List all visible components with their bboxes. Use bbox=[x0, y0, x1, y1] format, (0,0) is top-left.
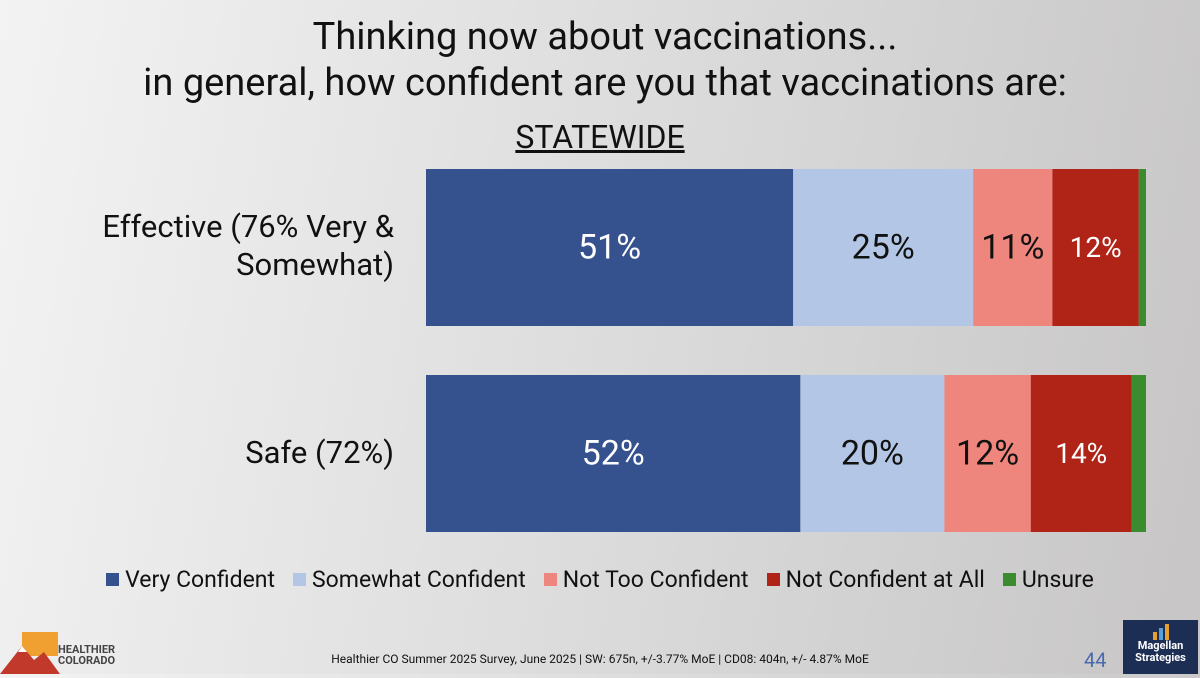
category-label: Safe (72%) bbox=[245, 433, 394, 471]
category-label: Effective (76% Very & Somewhat) bbox=[102, 207, 394, 283]
logo-text: Magellan bbox=[1137, 639, 1184, 652]
legend: Very Confident Somewhat Confident Not Too … bbox=[0, 566, 1200, 593]
healthier-colorado-logo: HEALTHIER COLORADO bbox=[0, 630, 130, 674]
value-label: 52% bbox=[582, 433, 645, 473]
value-label: 20% bbox=[841, 433, 904, 473]
source-note: Healthier CO Summer 2025 Survey, June 20… bbox=[331, 652, 869, 666]
legend-swatch bbox=[766, 573, 780, 586]
legend-label: Somewhat Confident bbox=[312, 566, 526, 593]
bar-segment bbox=[1052, 169, 1139, 326]
legend-item: Not Too Confident bbox=[543, 566, 749, 593]
value-label: 14% bbox=[1055, 437, 1107, 470]
bar-segment bbox=[1138, 169, 1146, 326]
value-label: 11% bbox=[981, 227, 1044, 267]
logo-icon bbox=[0, 632, 60, 674]
legend-item: Very Confident bbox=[106, 566, 275, 593]
legend-swatch bbox=[1002, 573, 1016, 586]
page-number: 44 bbox=[1084, 648, 1107, 672]
bar-segment bbox=[944, 375, 1031, 532]
legend-item: Unsure bbox=[1002, 566, 1094, 593]
title-line: Thinking now about vaccinations... bbox=[312, 15, 898, 59]
bar-segment bbox=[1030, 375, 1132, 532]
bar-segment bbox=[426, 375, 801, 532]
logo-text: COLORADO bbox=[58, 654, 116, 667]
value-label: 51% bbox=[578, 227, 641, 267]
legend-label: Very Confident bbox=[125, 566, 275, 593]
bar-segment bbox=[973, 169, 1053, 326]
bar-segment bbox=[426, 169, 794, 326]
chart-subtitle: STATEWIDE bbox=[515, 118, 685, 156]
title-line: in general, how confident are you that v… bbox=[143, 61, 1067, 105]
value-label: 12% bbox=[1070, 231, 1122, 264]
chart-title: Thinking now about vaccinations... in ge… bbox=[0, 14, 1200, 106]
value-label: 25% bbox=[852, 227, 915, 267]
legend-label: Unsure bbox=[1021, 566, 1094, 593]
bar-segment bbox=[793, 169, 974, 326]
legend-label: Not Too Confident bbox=[562, 566, 749, 593]
value-label: 12% bbox=[956, 433, 1019, 473]
legend-item: Somewhat Confident bbox=[293, 566, 526, 593]
legend-swatch bbox=[106, 573, 120, 586]
legend-label: Not Confident at All bbox=[785, 566, 985, 593]
magellan-logo: Magellan Strategies bbox=[1123, 620, 1198, 674]
bar-segment bbox=[800, 375, 945, 532]
logo-text: HEALTHIER bbox=[58, 643, 116, 656]
bar-segment bbox=[1131, 375, 1146, 532]
logo-text: Strategies bbox=[1135, 651, 1186, 664]
legend-item: Not Confident at All bbox=[766, 566, 985, 593]
legend-swatch bbox=[543, 573, 557, 586]
logo-icon bbox=[1152, 624, 1169, 640]
legend-swatch bbox=[293, 573, 306, 586]
